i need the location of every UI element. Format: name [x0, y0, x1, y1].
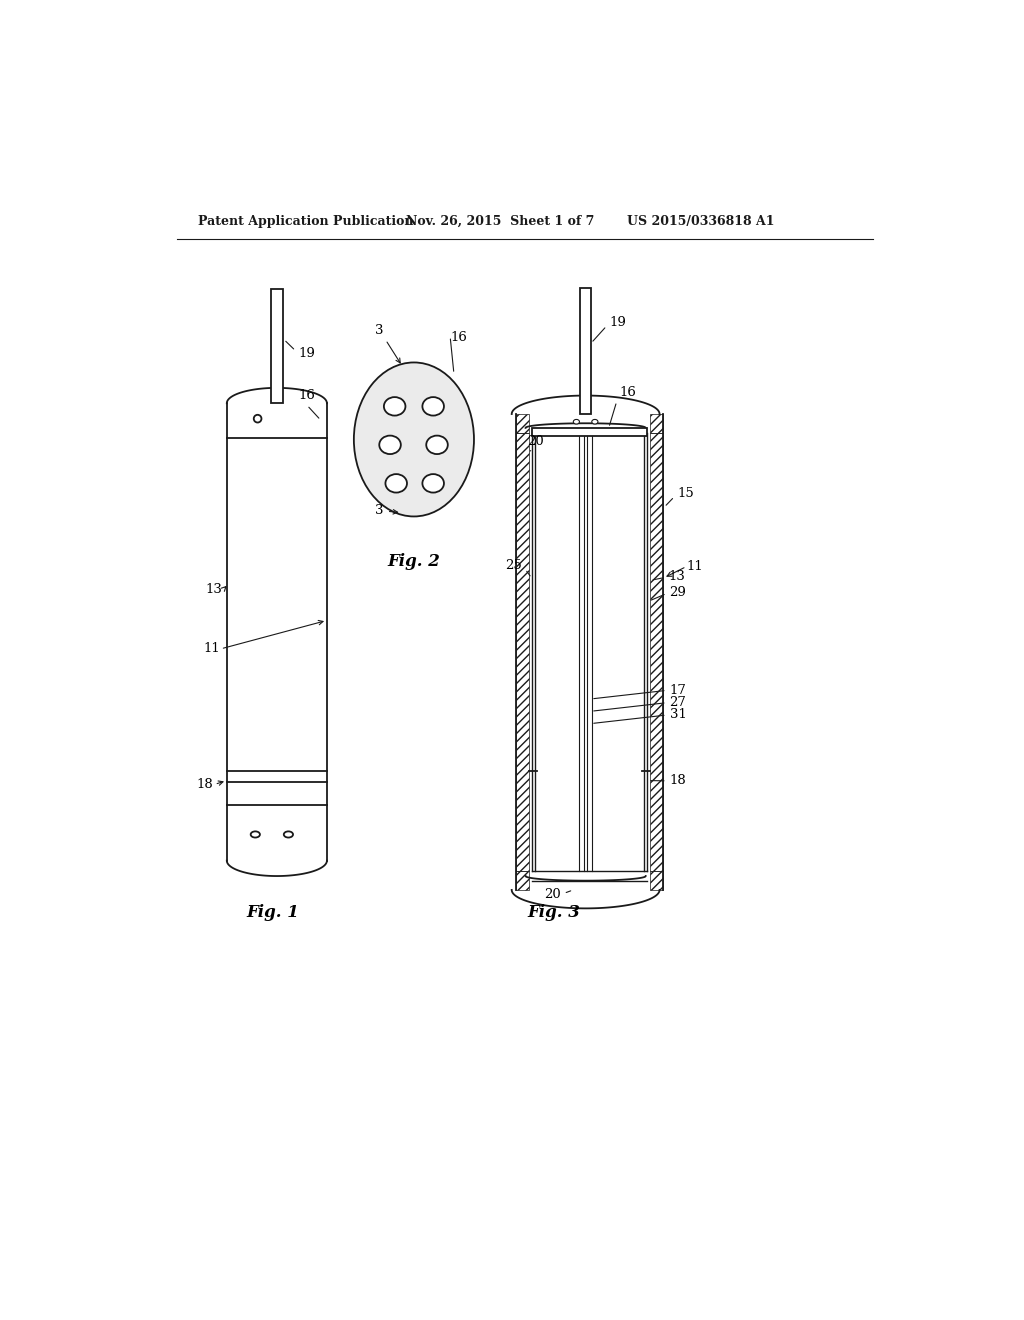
Text: US 2015/0336818 A1: US 2015/0336818 A1 — [628, 215, 775, 228]
Text: 15: 15 — [666, 487, 694, 506]
Bar — [649, 414, 664, 433]
Bar — [649, 433, 664, 871]
Text: 13: 13 — [653, 570, 685, 583]
Circle shape — [254, 414, 261, 422]
Ellipse shape — [385, 474, 407, 492]
Text: Fig. 2: Fig. 2 — [387, 553, 440, 570]
Bar — [515, 414, 529, 433]
Text: 19: 19 — [286, 342, 315, 360]
Ellipse shape — [384, 397, 406, 416]
Ellipse shape — [422, 397, 444, 416]
Text: 29: 29 — [651, 586, 686, 601]
Ellipse shape — [426, 436, 447, 454]
Bar — [580, 288, 592, 414]
Ellipse shape — [573, 420, 580, 424]
Text: Fig. 3: Fig. 3 — [527, 904, 581, 921]
Ellipse shape — [251, 832, 260, 838]
Text: 31: 31 — [594, 709, 686, 723]
Text: 11: 11 — [686, 560, 703, 573]
Text: 20: 20 — [544, 887, 570, 900]
Text: 25: 25 — [506, 558, 530, 576]
Bar — [515, 433, 529, 871]
Text: Fig. 1: Fig. 1 — [247, 904, 299, 921]
Text: 13: 13 — [205, 583, 222, 597]
Text: 18: 18 — [197, 777, 214, 791]
Ellipse shape — [592, 420, 598, 424]
Text: 18: 18 — [651, 775, 686, 788]
Ellipse shape — [379, 436, 400, 454]
Ellipse shape — [354, 363, 474, 516]
Ellipse shape — [284, 832, 293, 838]
Bar — [531, 428, 647, 437]
Bar — [649, 871, 664, 890]
Bar — [270, 289, 283, 404]
Ellipse shape — [422, 474, 444, 492]
Text: 16: 16 — [609, 385, 636, 425]
Text: Nov. 26, 2015  Sheet 1 of 7: Nov. 26, 2015 Sheet 1 of 7 — [407, 215, 595, 228]
Text: Patent Application Publication: Patent Application Publication — [199, 215, 414, 228]
Bar — [515, 871, 529, 890]
Text: 19: 19 — [593, 317, 627, 341]
Text: 3: 3 — [376, 323, 400, 363]
Text: 20: 20 — [527, 434, 544, 451]
Text: 3: 3 — [376, 504, 397, 517]
Text: 17: 17 — [594, 684, 686, 698]
Text: 11: 11 — [203, 643, 220, 656]
Text: 16: 16 — [451, 331, 467, 345]
Text: 27: 27 — [594, 696, 686, 711]
Text: 16: 16 — [298, 389, 318, 418]
